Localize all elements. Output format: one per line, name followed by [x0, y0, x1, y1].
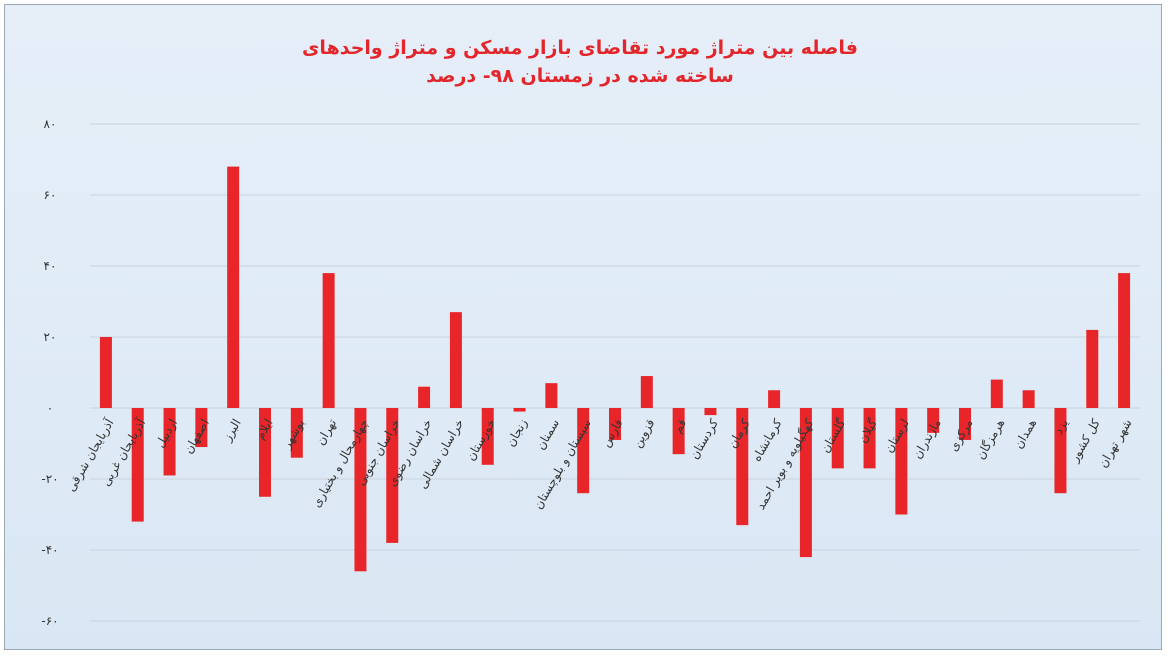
bar: [831, 408, 844, 469]
bar: [863, 408, 876, 469]
bar: [768, 390, 781, 408]
x-tick-label: خوزستان: [463, 417, 499, 464]
x-tick-label: مرکزی: [946, 417, 976, 455]
y-tick-label: -۶۰: [41, 614, 58, 628]
bar: [927, 408, 940, 433]
bar: [959, 408, 971, 440]
bar: [577, 408, 590, 494]
bar: [895, 408, 908, 515]
bar: [672, 408, 685, 455]
x-tick-label: البرز: [220, 417, 245, 445]
x-tick-label: قم: [670, 417, 689, 436]
bar: [195, 408, 208, 448]
y-tick-label: ۰: [47, 401, 53, 415]
x-tick-label: کرمان: [725, 416, 754, 451]
x-tick-label: سمنان: [533, 417, 562, 453]
bar: [799, 408, 812, 558]
bar: [449, 312, 462, 408]
chart-frame: [4, 4, 1162, 650]
y-tick-label: ۴۰: [44, 259, 57, 273]
bar: [1118, 273, 1131, 408]
bar: [1086, 329, 1099, 408]
bar: [227, 166, 240, 408]
y-tick-label: ۲۰: [44, 330, 57, 344]
x-tick-label: اردبیل: [153, 417, 181, 451]
y-tick-label: ۶۰: [44, 188, 57, 202]
bar: [736, 408, 749, 526]
x-tick-label: بوشهر: [279, 417, 308, 453]
bar: [704, 408, 717, 416]
x-tick-label: تهران: [313, 417, 340, 448]
bar: [354, 408, 367, 572]
bar: [1022, 390, 1035, 408]
x-tick-label: زنجان: [503, 416, 531, 449]
x-tick-label: هرمزگان: [973, 416, 1008, 462]
y-tick-label: ۸۰: [44, 117, 57, 131]
bar: [99, 337, 112, 408]
bar: [990, 379, 1003, 408]
x-tick-label: گیلان: [855, 416, 880, 445]
x-tick-label: همدان: [1011, 417, 1039, 451]
bar: [1054, 408, 1067, 494]
bar: [131, 408, 144, 522]
bar: [481, 408, 494, 465]
x-tick-label: ایلام: [253, 417, 276, 442]
bar: [386, 408, 399, 543]
y-tick-label: -۴۰: [41, 543, 58, 557]
bar: [640, 376, 653, 408]
y-tick-label: -۲۰: [41, 472, 58, 486]
bar: [322, 273, 335, 408]
x-tick-label: قزوین: [630, 417, 658, 451]
bar: [259, 408, 271, 497]
bar: [609, 408, 621, 440]
bar: [418, 386, 431, 408]
bar: [545, 383, 558, 408]
bar: [290, 408, 303, 458]
x-tick-label: کردستان: [687, 416, 722, 462]
bar: [513, 408, 526, 412]
x-tick-label: یزد: [1051, 417, 1072, 438]
chart-title: فاصله بین متراژ مورد تقاضای بازار مسکن و…: [302, 37, 858, 87]
x-tick-label: فارس: [599, 417, 627, 450]
bar: [163, 408, 176, 476]
x-tick-label: گلستان: [818, 416, 849, 455]
x-tick-label: مازندران: [910, 417, 945, 462]
